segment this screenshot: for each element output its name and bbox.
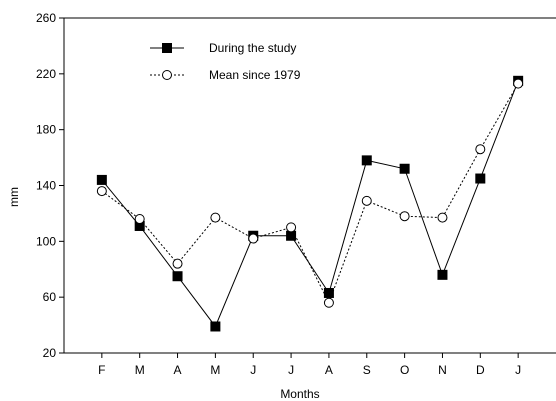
data-point-circle xyxy=(323,297,334,308)
y-tick-label: 100 xyxy=(36,234,56,248)
legend-marker-square xyxy=(162,43,172,53)
data-point-circle xyxy=(96,186,107,197)
series-1 xyxy=(96,78,524,308)
x-tick-label: A xyxy=(174,363,182,377)
plot-frame xyxy=(63,17,556,354)
data-point-square xyxy=(361,155,372,166)
y-tick-label: 60 xyxy=(43,290,57,304)
data-point-circle xyxy=(286,222,297,233)
legend-label: During the study xyxy=(209,41,296,55)
data-point-circle xyxy=(475,144,486,155)
legend-label: Mean since 1979 xyxy=(209,68,301,82)
data-point-circle xyxy=(513,78,524,89)
y-axis-title: mm xyxy=(7,187,21,207)
data-point-square xyxy=(437,269,448,280)
series-line xyxy=(101,80,519,328)
x-tick-label: D xyxy=(476,363,485,377)
y-axis: 20 60 100 140 180 220 260 xyxy=(36,11,64,360)
legend: During the study Mean since 1979 xyxy=(150,41,301,82)
data-point-circle xyxy=(210,212,221,223)
x-tick-label: J xyxy=(288,363,294,377)
y-tick-label: 220 xyxy=(36,67,56,81)
x-tick-label: O xyxy=(400,363,409,377)
x-tick-label: N xyxy=(438,363,447,377)
data-point-square xyxy=(475,173,486,184)
x-axis-title: Months xyxy=(280,387,319,401)
y-tick-label: 260 xyxy=(36,11,56,25)
data-point-square xyxy=(210,321,221,332)
data-point-circle xyxy=(361,195,372,206)
data-point-circle xyxy=(134,214,145,224)
x-tick-label: A xyxy=(325,363,333,377)
data-point-circle xyxy=(172,258,183,269)
x-tick-label: F xyxy=(98,363,105,377)
legend-marker-circle xyxy=(162,70,172,80)
data-point-square xyxy=(96,174,107,185)
x-tick-label: S xyxy=(363,363,371,377)
data-point-circle xyxy=(248,233,259,244)
data-point-square xyxy=(399,163,410,174)
y-tick-label: 20 xyxy=(43,346,57,360)
x-tick-label: M xyxy=(210,363,220,377)
series-line xyxy=(101,83,519,305)
y-tick-label: 140 xyxy=(36,179,56,193)
x-tick-label: M xyxy=(135,363,145,377)
x-tick-label: J xyxy=(250,363,256,377)
y-tick-label: 180 xyxy=(36,123,56,137)
legend-item: During the study xyxy=(150,41,296,55)
legend-item: Mean since 1979 xyxy=(150,68,301,82)
data-point-square xyxy=(172,271,183,282)
data-point-circle xyxy=(437,212,448,223)
series-0 xyxy=(96,75,524,332)
data-point-circle xyxy=(399,211,410,222)
x-tick-label: J xyxy=(515,363,521,377)
series-layer xyxy=(96,75,524,332)
